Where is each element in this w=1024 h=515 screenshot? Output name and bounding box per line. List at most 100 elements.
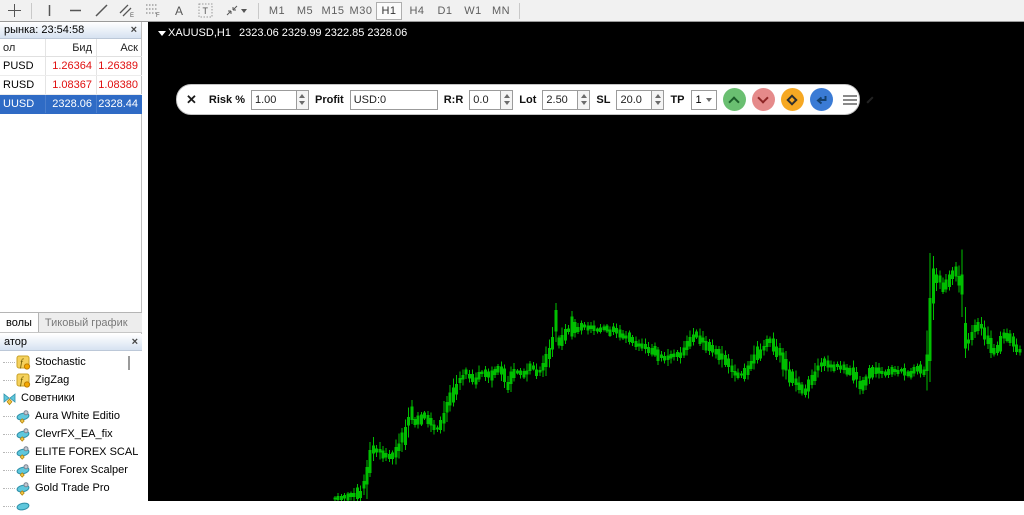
bid-cell: 2328.06 (46, 95, 97, 113)
timeframe-d1[interactable]: D1 (437, 4, 453, 17)
risk-input[interactable] (250, 89, 297, 110)
timeframe-m1[interactable]: M1 (268, 4, 286, 17)
list-item-clevrfx-ea-fix[interactable]: ClevrFX_EA_fix (0, 425, 142, 443)
lot-label: Lot (519, 93, 537, 106)
market-watch-table: ол Бид Аск PUSD 1.26364 1.26389 RUSD 1.0… (0, 39, 142, 114)
column-header-ask[interactable]: Аск (120, 41, 138, 54)
profit-label: Profit (314, 93, 344, 106)
arrows-tool-icon[interactable] (219, 2, 253, 20)
expert-icon (16, 481, 30, 496)
svg-text:E: E (130, 13, 134, 18)
item-label: Elite Forex Scalper (35, 464, 128, 476)
panel-close-icon[interactable]: ✕ (186, 91, 197, 107)
text-label-tool-icon[interactable]: T (193, 2, 217, 20)
candlestick-series (148, 22, 1024, 501)
table-row-xauusd-selected[interactable]: UUSD 2328.06 2328.44 (0, 95, 142, 114)
item-label: Stochastic (35, 356, 86, 368)
risk-label: Risk % (208, 93, 245, 106)
symbol-cell: UUSD (0, 95, 46, 113)
panel-splitter[interactable] (143, 22, 148, 501)
chart-collapse-icon[interactable] (158, 30, 166, 36)
timeframe-h1[interactable]: H1 (376, 1, 402, 20)
list-item-gold-trade-pro[interactable]: Gold Trade Pro (0, 479, 142, 497)
timeframe-m30[interactable]: M30 (349, 4, 373, 17)
rr-stepper[interactable] (501, 89, 514, 110)
crosshair-icon[interactable] (2, 2, 26, 20)
pending-order-button[interactable] (780, 88, 804, 111)
navigator-scroll-up-arrow[interactable] (128, 356, 137, 370)
ea-trade-panel: ✕ Risk % Profit R:R Lot SL TP (176, 84, 874, 115)
tab-tick-chart[interactable]: Тиковый график (44, 316, 128, 329)
text-tool-icon[interactable]: A (174, 3, 183, 18)
item-label: ZigZag (35, 374, 70, 386)
timeframe-m5[interactable]: M5 (296, 4, 314, 17)
indicator-icon: f (16, 355, 31, 370)
market-watch-header-row: ол Бид Аск (0, 39, 142, 57)
timeframe-mn[interactable]: MN (491, 4, 511, 17)
tp-dropdown[interactable]: 1 (690, 89, 717, 110)
chart-ohlc-readout: 2323.06 2329.99 2322.85 2328.06 (238, 27, 408, 39)
navigator-close-icon[interactable]: × (131, 335, 138, 348)
timeframe-h4[interactable]: H4 (409, 4, 425, 17)
market-watch-titlebar: рынка: 23:54:58 × (0, 22, 141, 39)
market-watch-tabs: волы Тиковый график (0, 312, 142, 333)
arrows-dropdown-caret[interactable] (241, 8, 247, 13)
expert-icon (16, 463, 30, 478)
tree-connector (3, 361, 15, 363)
market-watch-close-icon[interactable]: × (130, 23, 137, 36)
sell-button[interactable] (751, 88, 775, 111)
list-item-aura-white-edition[interactable]: Aura White Editio (0, 407, 142, 425)
column-header-bid[interactable]: Бид (46, 39, 97, 56)
bid-cell: 1.08367 (46, 76, 97, 94)
toolbar-separator (519, 2, 520, 19)
list-item-zigzag[interactable]: f ZigZag (0, 371, 142, 389)
navigator-titlebar: атор × (0, 334, 142, 351)
list-item-stochastic[interactable]: f Stochastic (0, 353, 142, 371)
indicator-icon: f (16, 373, 31, 388)
tree-connector (3, 451, 15, 453)
table-row-gbpusd[interactable]: PUSD 1.26364 1.26389 (0, 57, 142, 76)
tp-dropdown-caret (705, 97, 712, 102)
market-watch-title: рынка: 23:54:58 (4, 24, 85, 36)
symbol-cell: RUSD (0, 76, 46, 94)
timeframe-w1[interactable]: W1 (464, 4, 482, 17)
chart-symbol-timeframe: XAUUSD,H1 (168, 27, 231, 39)
buy-button[interactable] (722, 88, 746, 111)
undo-button[interactable] (809, 88, 833, 111)
left-panel: рынка: 23:54:58 × ол Бид Аск PUSD 1.2636… (0, 22, 142, 510)
lot-input[interactable] (542, 89, 579, 110)
timeframe-m15[interactable]: M15 (321, 4, 345, 17)
list-item-elite-forex-scal[interactable]: ELITE FOREX SCAL (0, 443, 142, 461)
tab-symbols[interactable]: волы (0, 313, 39, 332)
chart-title: XAUUSD,H1 2323.06 2329.99 2322.85 2328.0… (158, 27, 407, 39)
svg-text:F: F (156, 13, 160, 18)
vertical-line-icon[interactable] (37, 2, 61, 20)
rr-input[interactable] (469, 89, 502, 110)
item-label: Советники (21, 392, 75, 404)
profit-input[interactable] (349, 89, 438, 110)
horizontal-line-icon[interactable] (63, 2, 87, 20)
tree-connector (3, 487, 15, 489)
menu-icon[interactable] (842, 94, 857, 105)
toolbar-separator (31, 2, 32, 19)
sl-input[interactable] (616, 89, 653, 110)
expert-icon (16, 445, 30, 460)
list-item-experts-folder[interactable]: Советники (0, 389, 142, 407)
list-item-elite-forex-scalper[interactable]: Elite Forex Scalper (0, 461, 142, 479)
table-row-eurusd[interactable]: RUSD 1.08367 1.08380 (0, 76, 142, 95)
rr-label: R:R (443, 93, 464, 106)
lot-stepper[interactable] (578, 89, 591, 110)
column-header-symbol[interactable]: ол (0, 39, 46, 56)
fibonacci-icon[interactable]: F (141, 2, 165, 20)
item-label: Aura White Editio (35, 410, 120, 422)
sl-label: SL (596, 93, 611, 106)
trendline-icon[interactable] (89, 2, 113, 20)
tree-connector (3, 433, 15, 435)
risk-stepper[interactable] (296, 89, 309, 110)
expert-icon (16, 409, 30, 424)
toolbar-separator (258, 2, 259, 19)
equidistant-channel-icon[interactable]: E (115, 2, 139, 20)
chart-area[interactable]: XAUUSD,H1 2323.06 2329.99 2322.85 2328.0… (148, 22, 1024, 501)
sl-stepper[interactable] (652, 89, 665, 110)
item-label: ELITE FOREX SCAL (35, 446, 139, 458)
